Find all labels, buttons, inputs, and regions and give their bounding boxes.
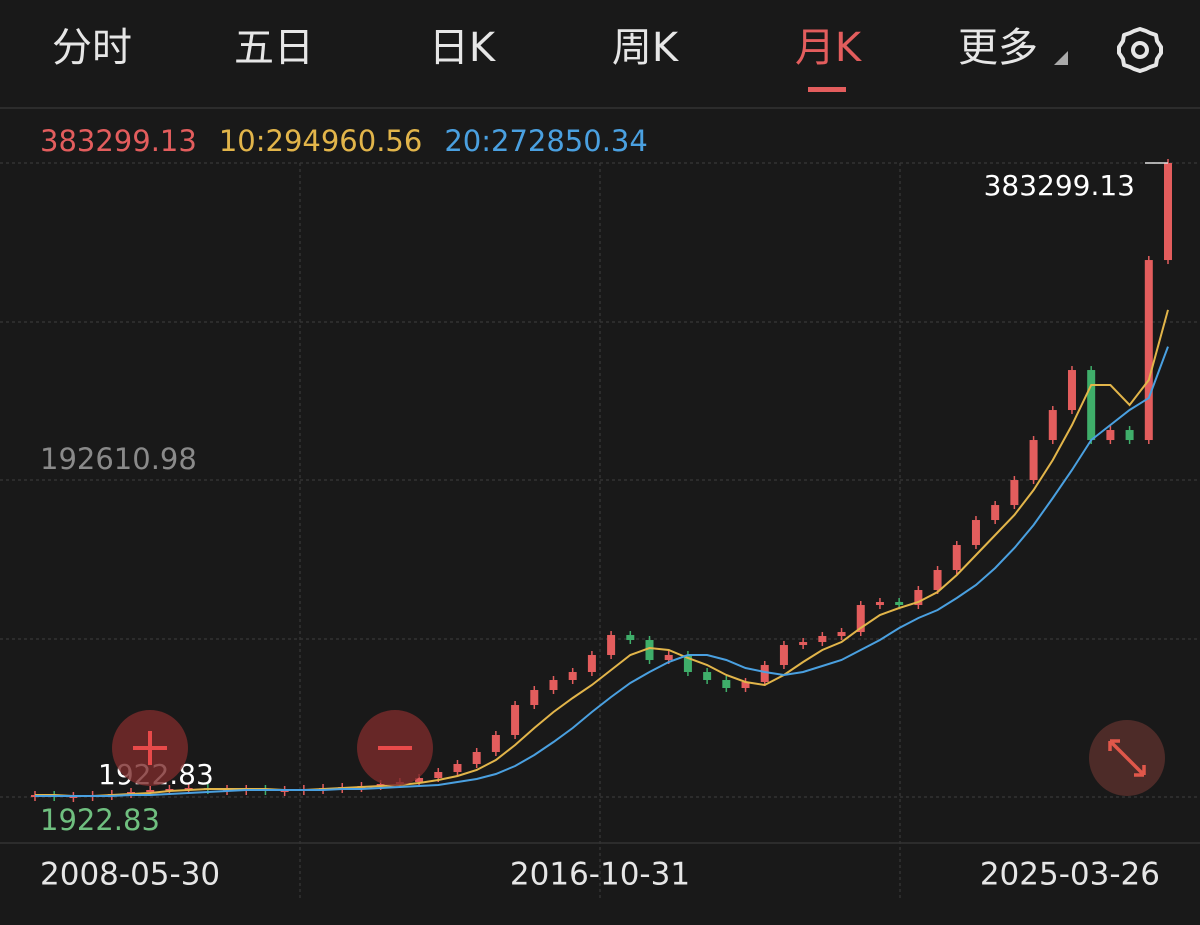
- candle: [491, 735, 500, 753]
- candle: [683, 655, 692, 673]
- tab[interactable]: 更多: [958, 25, 1038, 71]
- tab[interactable]: 日K: [429, 25, 497, 71]
- x-tick-label: 2008-05-30: [40, 857, 220, 893]
- tab-bar: 分时 五日 日K 周K 月K 更多: [52, 25, 1068, 71]
- candle: [549, 680, 558, 691]
- candle: [991, 505, 1000, 521]
- candle: [760, 665, 769, 683]
- legend-ma: 10:294960.56: [219, 124, 423, 158]
- candle: [741, 682, 750, 689]
- x-tick-label: 2025-03-26: [980, 857, 1160, 893]
- candle: [453, 764, 462, 773]
- active-tab-indicator: [808, 87, 846, 92]
- y-tick-label: 1922.83: [40, 803, 160, 837]
- fullscreen-button[interactable]: [1089, 720, 1165, 796]
- candle: [1048, 410, 1057, 441]
- zoom-in-button[interactable]: [112, 710, 188, 786]
- tab[interactable]: 分时: [52, 25, 132, 71]
- candle: [1106, 430, 1115, 441]
- candle: [376, 783, 385, 786]
- candle: [779, 645, 788, 666]
- candle: [607, 635, 616, 656]
- candle: [1144, 260, 1153, 441]
- candle: [664, 655, 673, 661]
- candle: [952, 545, 961, 571]
- candle: [1087, 370, 1096, 441]
- candle: [875, 602, 884, 606]
- y-tick-label: 192610.98: [40, 442, 197, 476]
- candle: [971, 520, 980, 546]
- candle: [587, 655, 596, 673]
- candle: [818, 636, 827, 643]
- plot-area: 1922.83192610.98383299.131922.832008-05-…: [0, 159, 1200, 900]
- candle: [1010, 480, 1019, 506]
- moving-average-line: [35, 309, 1169, 797]
- candle: [895, 602, 904, 606]
- candle: [530, 690, 539, 706]
- candle: [146, 789, 155, 792]
- candle: [799, 642, 808, 646]
- candle: [568, 672, 577, 681]
- candle: [1164, 163, 1172, 261]
- candle: [511, 705, 520, 736]
- candle: [472, 752, 481, 765]
- candle: [434, 772, 443, 779]
- tab[interactable]: 周K: [612, 25, 680, 71]
- legend-ma: 20:272850.34: [444, 124, 648, 158]
- candle: [1125, 430, 1134, 441]
- dropdown-arrow: [1054, 51, 1068, 65]
- candle: [837, 632, 846, 637]
- candle: [415, 778, 424, 782]
- tab[interactable]: 五日: [234, 25, 314, 71]
- max-label: 383299.13: [984, 169, 1135, 202]
- candle: [722, 680, 731, 689]
- candle: [645, 640, 654, 661]
- x-tick-label: 2016-10-31: [510, 857, 690, 893]
- candle: [933, 570, 942, 591]
- candle: [703, 672, 712, 681]
- candle: [914, 590, 923, 606]
- legend: 383299.13 10:294960.56 20:272850.34: [40, 124, 648, 158]
- tab[interactable]: 月K: [795, 25, 863, 71]
- candle: [1067, 370, 1076, 411]
- zoom-out-button[interactable]: [357, 710, 433, 786]
- candle: [1029, 440, 1038, 481]
- moving-average-line: [35, 346, 1169, 797]
- candle: [856, 605, 865, 633]
- legend-last: 383299.13: [40, 124, 197, 158]
- settings-icon[interactable]: [1117, 27, 1163, 73]
- candle: [626, 635, 635, 641]
